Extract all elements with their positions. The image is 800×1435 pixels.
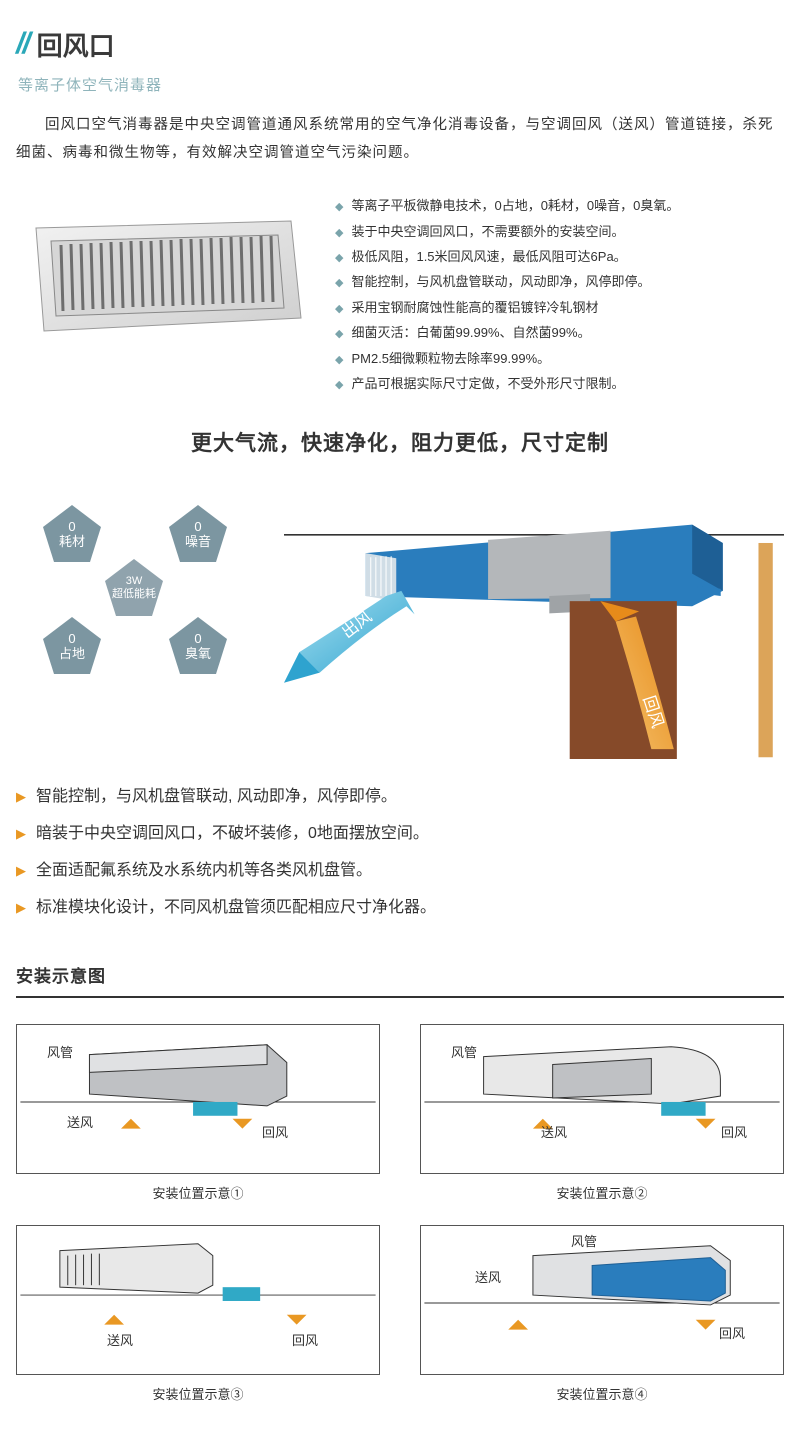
feature-bullets: 等离子平板微静电技术，0占地，0耗材，0噪音，0臭氧。 装于中央空调回风口，不需… bbox=[335, 193, 679, 397]
supply-label: 送风 bbox=[541, 1123, 567, 1144]
supply-label: 送风 bbox=[475, 1268, 501, 1289]
door-frame-icon bbox=[758, 543, 772, 757]
page-title: 回风口 bbox=[37, 26, 115, 68]
pentagon-badge: 0 噪音 bbox=[166, 502, 230, 566]
pentagon-badge: 0 占地 bbox=[40, 614, 104, 678]
tagline: 更大气流，快速净化，阻力更低，尺寸定制 bbox=[16, 427, 784, 461]
supply-label: 送风 bbox=[67, 1113, 93, 1134]
page-subtitle: 等离子体空气消毒器 bbox=[18, 74, 784, 98]
install-caption: 安装位置示意② bbox=[420, 1184, 784, 1205]
feature-bullet: 极低风阻，1.5米回风风速，最低风阻可达6Pa。 bbox=[335, 244, 679, 269]
install-diagram-2: 风管 送风 回风 bbox=[420, 1024, 784, 1174]
out-airflow-arrow-icon: 出风 bbox=[284, 591, 415, 683]
install-diagram-3: 送风 回风 bbox=[16, 1225, 380, 1375]
mid-section: 0 耗材 0 噪音3W 超低能耗0 占地 0 臭氧 bbox=[16, 494, 784, 759]
title-slashes: // bbox=[16, 20, 29, 68]
pentagon-badge: 0 耗材 bbox=[40, 502, 104, 566]
supply-label: 送风 bbox=[107, 1331, 133, 1352]
duct-label: 风管 bbox=[571, 1232, 597, 1253]
advantage-bullet: 全面适配氟系统及水系统内机等各类风机盘管。 bbox=[16, 853, 784, 890]
return-label: 回风 bbox=[721, 1123, 747, 1144]
airflow-diagram: 出风 回风 bbox=[284, 494, 784, 759]
install-item: 风管 送风 回风 安装位置示意④ bbox=[420, 1225, 784, 1406]
feature-row: 等离子平板微静电技术，0占地，0耗材，0噪音，0臭氧。 装于中央空调回风口，不需… bbox=[16, 193, 784, 397]
pentagon-badge: 0 臭氧 bbox=[166, 614, 230, 678]
install-item: 风管 送风 回风 安装位置示意② bbox=[420, 1024, 784, 1205]
install-diagram-1: 风管 送风 回风 bbox=[16, 1024, 380, 1174]
title-row: // 回风口 bbox=[16, 20, 784, 68]
feature-bullet: 产品可根据实际尺寸定做，不受外形尺寸限制。 bbox=[335, 371, 679, 396]
intro-paragraph: 回风口空气消毒器是中央空调管道通风系统常用的空气净化消毒设备，与空调回风（送风）… bbox=[16, 112, 784, 167]
install-diagram-4: 风管 送风 回风 bbox=[420, 1225, 784, 1375]
install-item: 风管 送风 回风 安装位置示意① bbox=[16, 1024, 380, 1205]
install-heading: 安装示意图 bbox=[16, 963, 784, 998]
advantage-bullet: 暗装于中央空调回风口，不破坏装修，0地面摆放空间。 bbox=[16, 816, 784, 853]
advantage-bullet: 标准模块化设计，不同风机盘管须匹配相应尺寸净化器。 bbox=[16, 890, 784, 927]
feature-bullet: 细菌灭活：白葡菌99.99%、自然菌99%。 bbox=[335, 320, 679, 345]
return-label: 回风 bbox=[292, 1331, 318, 1352]
feature-bullet: PM2.5细微颗粒物去除率99.99%。 bbox=[335, 346, 679, 371]
install-item: 送风 回风 安装位置示意③ bbox=[16, 1225, 380, 1406]
page-root: // 回风口 等离子体空气消毒器 回风口空气消毒器是中央空调管道通风系统常用的空… bbox=[0, 0, 800, 1435]
duct-label: 风管 bbox=[47, 1043, 73, 1064]
install-caption: 安装位置示意③ bbox=[16, 1385, 380, 1406]
install-grid: 风管 送风 回风 安装位置示意① 风管 送风 回风 安装 bbox=[16, 1024, 784, 1406]
pentagon-cluster: 0 耗材 0 噪音3W 超低能耗0 占地 0 臭氧 bbox=[16, 494, 266, 724]
feature-bullet: 采用宝钢耐腐蚀性能高的覆铝镀锌冷轧钢材 bbox=[335, 295, 679, 320]
return-label: 回风 bbox=[262, 1123, 288, 1144]
install-caption: 安装位置示意④ bbox=[420, 1385, 784, 1406]
feature-bullet: 等离子平板微静电技术，0占地，0耗材，0噪音，0臭氧。 bbox=[335, 193, 679, 218]
feature-bullet: 装于中央空调回风口，不需要额外的安装空间。 bbox=[335, 219, 679, 244]
product-photo bbox=[16, 213, 311, 348]
duct-label: 风管 bbox=[451, 1043, 477, 1064]
return-label: 回风 bbox=[719, 1324, 745, 1345]
advantage-bullets: 智能控制，与风机盘管联动, 风动即净，风停即停。 暗装于中央空调回风口，不破坏装… bbox=[16, 779, 784, 926]
ac-unit-icon bbox=[366, 525, 723, 614]
advantage-bullet: 智能控制，与风机盘管联动, 风动即净，风停即停。 bbox=[16, 779, 784, 816]
feature-bullet: 智能控制，与风机盘管联动，风动即净，风停即停。 bbox=[335, 269, 679, 294]
pentagon-badge: 3W 超低能耗 bbox=[102, 556, 166, 620]
install-caption: 安装位置示意① bbox=[16, 1184, 380, 1205]
